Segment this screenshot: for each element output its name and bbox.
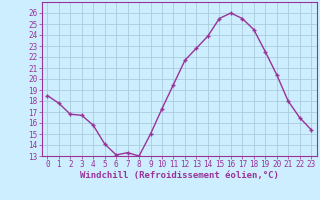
X-axis label: Windchill (Refroidissement éolien,°C): Windchill (Refroidissement éolien,°C) (80, 171, 279, 180)
